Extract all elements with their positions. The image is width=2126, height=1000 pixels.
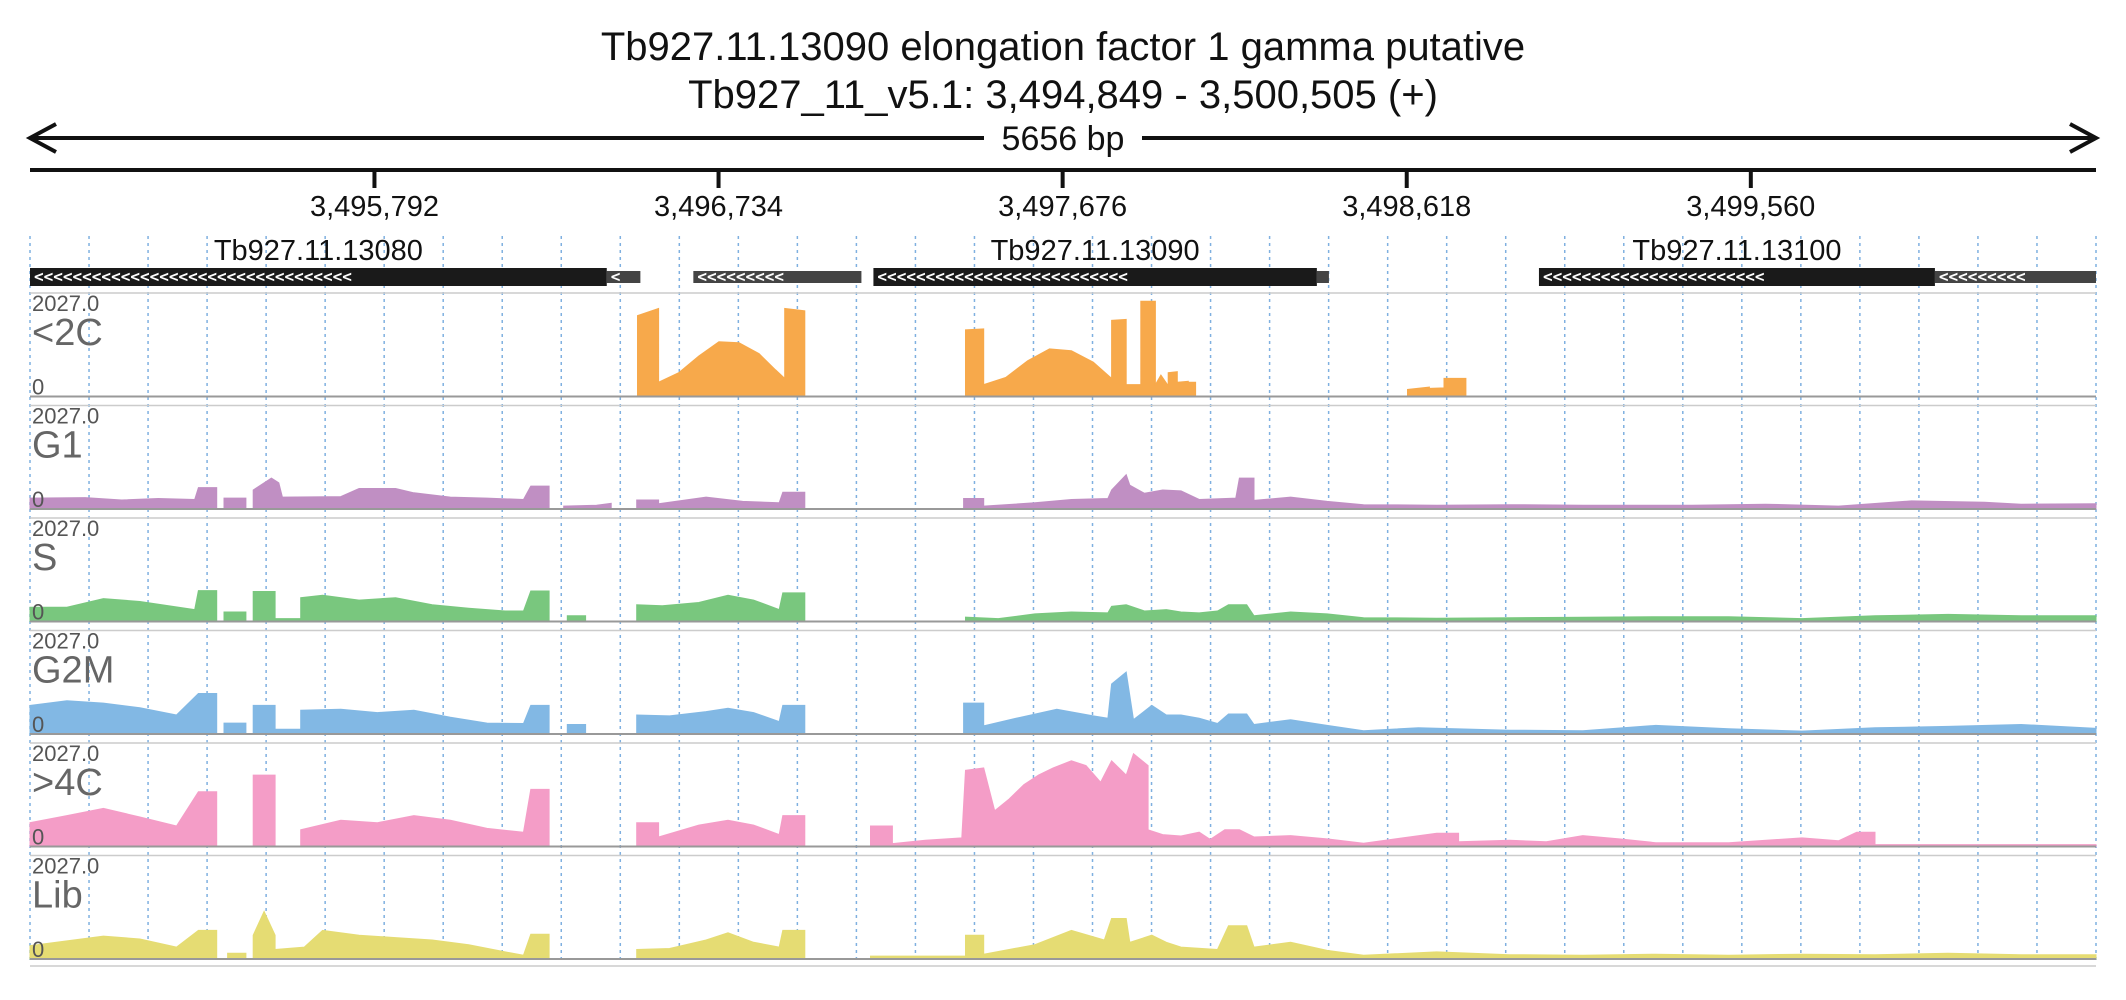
gene-utr bbox=[1316, 271, 1329, 283]
coverage-area bbox=[29, 590, 2097, 622]
axis-tick-label: 3,495,792 bbox=[310, 191, 439, 223]
track-zero-label: 0 bbox=[32, 825, 44, 850]
coverage-tracks: 2027.0<2C02027.0G102027.0S02027.0G2M0202… bbox=[29, 291, 2097, 967]
gene-label: Tb927.11.13090 bbox=[991, 235, 1200, 267]
track-zero-label: 0 bbox=[32, 712, 44, 737]
axis-tick-label: 3,499,560 bbox=[1686, 191, 1815, 223]
track-zero-label: 0 bbox=[32, 937, 44, 962]
coverage-track: 2027.0G1 0 bbox=[29, 404, 2097, 512]
gene-track: <<<<<<<<<<<<<<<<<<<<<<<<<<<<<<<<<<Tb927.… bbox=[30, 235, 2096, 286]
track-name-label: Lib bbox=[32, 875, 83, 917]
gene-cds bbox=[1538, 268, 1935, 286]
track-max-label: 2027.0 bbox=[32, 404, 99, 429]
coverage-track: 2027.0S 0 bbox=[29, 516, 2097, 625]
span-arrow: 5656 bp bbox=[25, 118, 2101, 158]
strand-direction-icon: <<<<<<<<<<<<<<<<<<<<<<< bbox=[1543, 267, 1765, 286]
chart-subtitle: Tb927_11_v5.1: 3,494,849 - 3,500,505 (+) bbox=[688, 73, 1438, 117]
gene-utr bbox=[606, 271, 641, 283]
strand-direction-icon: <<<<<<<<<<<<<<<<<<<<<<<<<<<<<<<<< bbox=[34, 267, 352, 286]
track-zero-label: 0 bbox=[32, 375, 44, 400]
track-name-label: S bbox=[32, 537, 57, 579]
gene-label: Tb927.11.13080 bbox=[214, 235, 423, 267]
track-max-label: 2027.0 bbox=[32, 291, 99, 316]
gene-feature: <<<<<<<<<<<<<<<<<<<<<<<<<<<<<<<<Tb927.11… bbox=[1538, 235, 2096, 286]
span-length-label: 5656 bp bbox=[1002, 120, 1125, 158]
track-max-label: 2027.0 bbox=[32, 629, 99, 654]
coverage-area bbox=[29, 910, 2097, 960]
strand-direction-icon: <<<<<<<<< bbox=[697, 267, 784, 286]
strand-direction-icon: <<<<<<<<<<<<<<<<<<<<<<<<<< bbox=[877, 267, 1127, 286]
coverage-area bbox=[29, 752, 2097, 847]
gene-utr bbox=[1934, 271, 2096, 283]
track-max-label: 2027.0 bbox=[32, 516, 99, 541]
coverage-area bbox=[29, 671, 2097, 735]
track-name-label: G2M bbox=[32, 650, 114, 692]
track-name-label: <2C bbox=[32, 312, 103, 354]
coverage-track: 2027.0>4C 0 bbox=[29, 741, 2097, 850]
axis-tick-label: 3,496,734 bbox=[654, 191, 783, 223]
gene-label: Tb927.11.13100 bbox=[1632, 235, 1841, 267]
axis-ticks: 3,495,792 3,496,734 3,497,676 3,498,618 3,49… bbox=[310, 170, 1815, 223]
gene-cds bbox=[30, 268, 607, 286]
strand-direction-icon: <<<<<<<<< bbox=[1939, 267, 2026, 286]
gene-utr bbox=[693, 271, 862, 283]
axis-tick-label: 3,498,618 bbox=[1342, 191, 1471, 223]
coverage-area bbox=[29, 473, 2097, 510]
gene-cds bbox=[873, 268, 1317, 286]
track-zero-label: 0 bbox=[32, 600, 44, 625]
track-max-label: 2027.0 bbox=[32, 854, 99, 879]
strand-direction-icon: < bbox=[611, 267, 621, 286]
track-name-label: G1 bbox=[32, 425, 83, 467]
axis-tick-label: 3,497,676 bbox=[998, 191, 1127, 223]
chart-title: Tb927.11.13090 elongation factor 1 gamma… bbox=[601, 25, 1525, 69]
coverage-track: 2027.0<2C 0 bbox=[30, 291, 2096, 400]
track-max-label: 2027.0 bbox=[32, 741, 99, 766]
coverage-area bbox=[637, 300, 1467, 397]
track-name-label: >4C bbox=[32, 762, 103, 804]
gene-feature: <<<<<<<<< <<<<<<<<<<<<<<<<<<<<<<<<<<Tb927… bbox=[693, 235, 1329, 286]
track-zero-label: 0 bbox=[32, 487, 44, 512]
gene-feature: <<<<<<<<<<<<<<<<<<<<<<<<<<<<<<<<<<Tb927.… bbox=[30, 235, 641, 286]
